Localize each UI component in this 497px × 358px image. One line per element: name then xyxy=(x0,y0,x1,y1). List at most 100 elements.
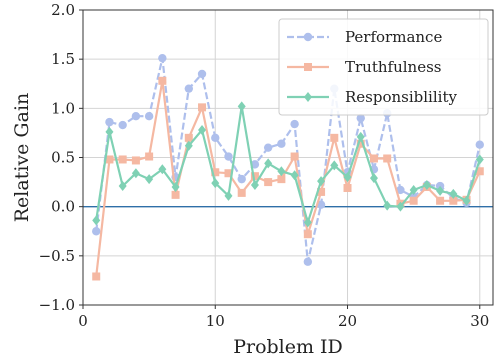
y-tick-label: −1.0 xyxy=(39,296,75,314)
legend-box xyxy=(278,18,489,116)
x-tick-label: 10 xyxy=(206,312,225,330)
data-point xyxy=(158,53,167,63)
data-point xyxy=(290,119,299,129)
data-point xyxy=(383,200,392,211)
data-point xyxy=(264,158,273,169)
data-point xyxy=(250,180,259,191)
data-point xyxy=(475,167,484,176)
series-responsiblility xyxy=(92,101,484,228)
data-point xyxy=(105,117,114,127)
data-point xyxy=(449,188,458,199)
data-point xyxy=(145,174,154,185)
data-point xyxy=(369,173,378,184)
data-point xyxy=(158,76,167,85)
data-point xyxy=(409,184,418,195)
data-point xyxy=(198,103,207,112)
y-tick-label: 0.5 xyxy=(51,149,75,167)
data-point xyxy=(184,133,193,142)
data-point xyxy=(224,152,233,161)
x-axis-title: Problem ID xyxy=(233,336,343,358)
data-point xyxy=(198,124,207,135)
data-point xyxy=(277,175,286,184)
legend-item: Responsiblility xyxy=(287,88,457,106)
data-point xyxy=(369,154,378,163)
data-point xyxy=(317,176,326,187)
data-point xyxy=(303,257,313,266)
data-point xyxy=(131,168,140,179)
legend-item: Performance xyxy=(287,28,442,46)
y-axis-title: Relative Gain xyxy=(11,93,33,223)
data-point xyxy=(237,101,246,112)
legend-label: Responsiblility xyxy=(345,88,457,106)
data-point xyxy=(131,112,141,121)
x-tick-label: 30 xyxy=(470,312,489,330)
data-point xyxy=(436,196,445,205)
data-point xyxy=(449,196,458,205)
data-point xyxy=(356,139,365,148)
data-point xyxy=(105,126,114,137)
data-point xyxy=(317,187,326,196)
data-point xyxy=(290,170,299,181)
data-point xyxy=(330,133,339,142)
data-point xyxy=(356,131,365,142)
data-point xyxy=(224,190,233,201)
data-point xyxy=(211,133,220,143)
data-point xyxy=(383,154,392,163)
legend-marker xyxy=(304,92,312,102)
data-point xyxy=(290,152,299,161)
y-tick-label: 0.0 xyxy=(51,198,75,216)
data-point xyxy=(343,183,352,192)
data-point xyxy=(316,200,326,209)
y-tick-label: −0.5 xyxy=(39,247,75,265)
data-point xyxy=(264,178,273,187)
data-point xyxy=(250,172,259,181)
data-point xyxy=(303,230,312,239)
data-point xyxy=(184,84,194,93)
legend-item: Truthfulness xyxy=(287,58,441,76)
data-point xyxy=(145,152,154,161)
data-point xyxy=(118,181,127,192)
data-point xyxy=(330,160,339,171)
data-point xyxy=(92,272,101,281)
legend: Performance Truthfulness Responsiblility xyxy=(278,18,489,116)
data-point xyxy=(144,112,154,121)
data-point xyxy=(171,182,180,192)
data-point xyxy=(475,140,484,149)
data-point xyxy=(158,164,167,175)
data-point xyxy=(211,178,220,189)
data-point xyxy=(211,168,220,177)
data-point xyxy=(343,172,352,183)
data-point xyxy=(131,156,140,165)
axes xyxy=(79,9,494,309)
data-point xyxy=(462,195,471,206)
x-tick-label: 0 xyxy=(78,312,88,330)
data-point xyxy=(237,174,246,184)
legend-label: Performance xyxy=(345,28,442,46)
legend-marker xyxy=(303,32,313,42)
data-point xyxy=(237,188,246,197)
data-point xyxy=(277,166,286,177)
x-tick-label: 20 xyxy=(338,312,357,330)
data-point xyxy=(422,180,431,191)
data-point xyxy=(92,215,101,226)
data-point xyxy=(396,201,405,212)
data-point xyxy=(184,140,193,151)
data-point xyxy=(224,169,233,178)
legend-label: Truthfulness xyxy=(345,58,441,76)
data-point xyxy=(263,143,273,152)
data-point xyxy=(118,120,127,130)
data-point xyxy=(436,185,445,196)
series-group xyxy=(92,53,484,281)
data-point xyxy=(475,154,484,165)
y-tick-label: 1.5 xyxy=(51,50,75,68)
data-point xyxy=(118,155,127,164)
data-point xyxy=(356,113,365,123)
data-point xyxy=(396,185,405,195)
data-point xyxy=(277,139,286,148)
tick-labels: 0 10 20 30 −1.0 −0.5 0.0 0.5 1.0 1.5 2.0 xyxy=(39,1,490,330)
data-point xyxy=(105,155,114,164)
data-point xyxy=(409,196,418,205)
data-point xyxy=(171,190,180,199)
